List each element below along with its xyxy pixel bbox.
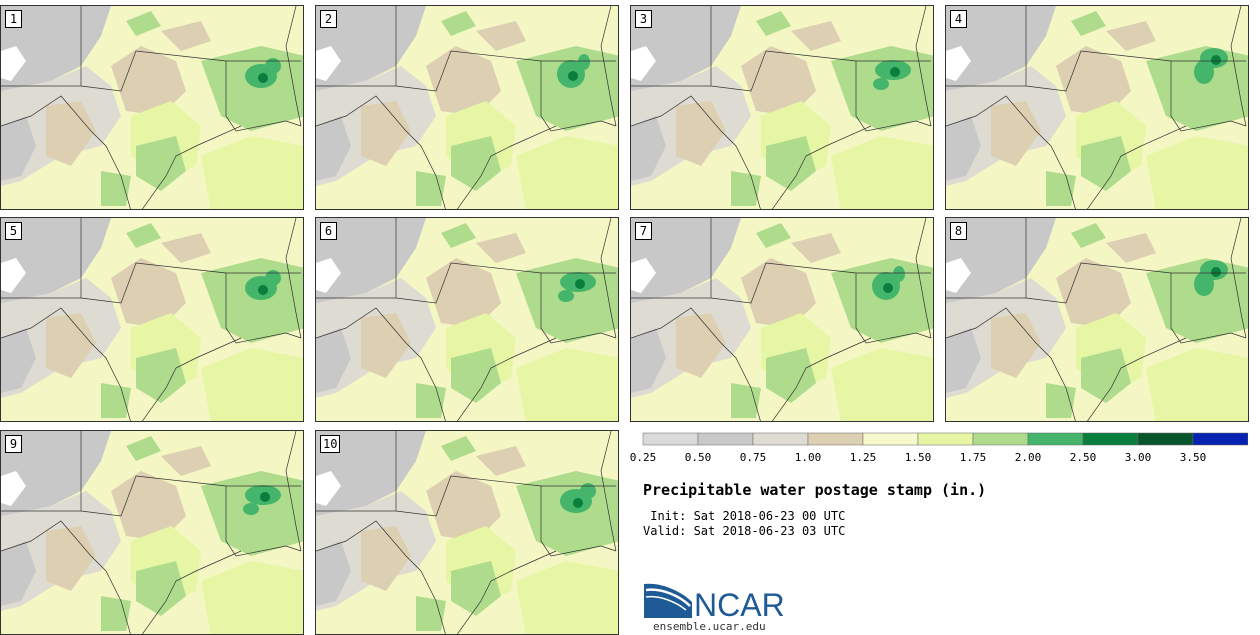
stamp-panel[interactable]: 9	[0, 430, 304, 635]
colorbar	[642, 432, 1248, 446]
colorbar-tick-label: 3.50	[1179, 451, 1207, 464]
stamp-panel[interactable]: 4	[945, 5, 1249, 210]
logo-url[interactable]: ensemble.ucar.edu	[653, 620, 766, 633]
stamp-panel[interactable]: 5	[0, 217, 304, 422]
page-title: Precipitable water postage stamp (in.)	[643, 481, 987, 499]
panel-number: 8	[950, 222, 967, 240]
ncar-logo[interactable]: NCAR	[642, 578, 792, 620]
colorbar-tick-label: 1.00	[794, 451, 822, 464]
stamp-panel[interactable]: 2	[315, 5, 619, 210]
panel-number: 6	[320, 222, 337, 240]
colorbar-tick-label: 1.75	[959, 451, 987, 464]
colorbar-tick-label: 1.25	[849, 451, 877, 464]
init-time: Init: Sat 2018-06-23 00 UTC	[643, 509, 846, 523]
colorbar-segment	[1027, 432, 1084, 446]
pw-map	[316, 6, 618, 209]
stamp-panel[interactable]: 10	[315, 430, 619, 635]
colorbar-segment	[807, 432, 864, 446]
panel-number: 1	[5, 10, 22, 28]
pw-map	[316, 218, 618, 421]
colorbar-segment	[862, 432, 919, 446]
pw-map	[631, 6, 933, 209]
stamp-panel[interactable]: 1	[0, 5, 304, 210]
pw-map	[631, 218, 933, 421]
pw-map	[1, 218, 303, 421]
colorbar-tick-label: 2.50	[1069, 451, 1097, 464]
pw-map	[946, 218, 1248, 421]
colorbar-tick-label: 3.00	[1124, 451, 1152, 464]
stamp-panel[interactable]: 6	[315, 217, 619, 422]
pw-map	[1, 431, 303, 634]
panel-number: 10	[320, 435, 341, 453]
valid-time: Valid: Sat 2018-06-23 03 UTC	[643, 524, 846, 538]
colorbar-segment	[697, 432, 754, 446]
colorbar-segment	[972, 432, 1029, 446]
panel-number: 3	[635, 10, 652, 28]
stamp-panel[interactable]: 8	[945, 217, 1249, 422]
panel-number: 7	[635, 222, 652, 240]
colorbar-segment	[752, 432, 809, 446]
colorbar-segment	[917, 432, 974, 446]
colorbar-segment	[1192, 432, 1248, 446]
pw-map	[316, 431, 618, 634]
pw-map	[1, 6, 303, 209]
pw-map	[946, 6, 1248, 209]
colorbar-segment	[642, 432, 699, 446]
colorbar-segment	[1082, 432, 1139, 446]
colorbar-segment	[1137, 432, 1194, 446]
colorbar-tick-label: 2.00	[1014, 451, 1042, 464]
colorbar-tick-label: 0.50	[684, 451, 712, 464]
svg-text:NCAR: NCAR	[694, 587, 785, 620]
colorbar-tick-label: 0.25	[629, 451, 657, 464]
panel-number: 9	[5, 435, 22, 453]
panel-number: 5	[5, 222, 22, 240]
stamp-panel[interactable]: 3	[630, 5, 934, 210]
panel-number: 4	[950, 10, 967, 28]
colorbar-tick-label: 0.75	[739, 451, 767, 464]
panel-number: 2	[320, 10, 337, 28]
stamp-panel[interactable]: 7	[630, 217, 934, 422]
colorbar-tick-label: 1.50	[904, 451, 932, 464]
